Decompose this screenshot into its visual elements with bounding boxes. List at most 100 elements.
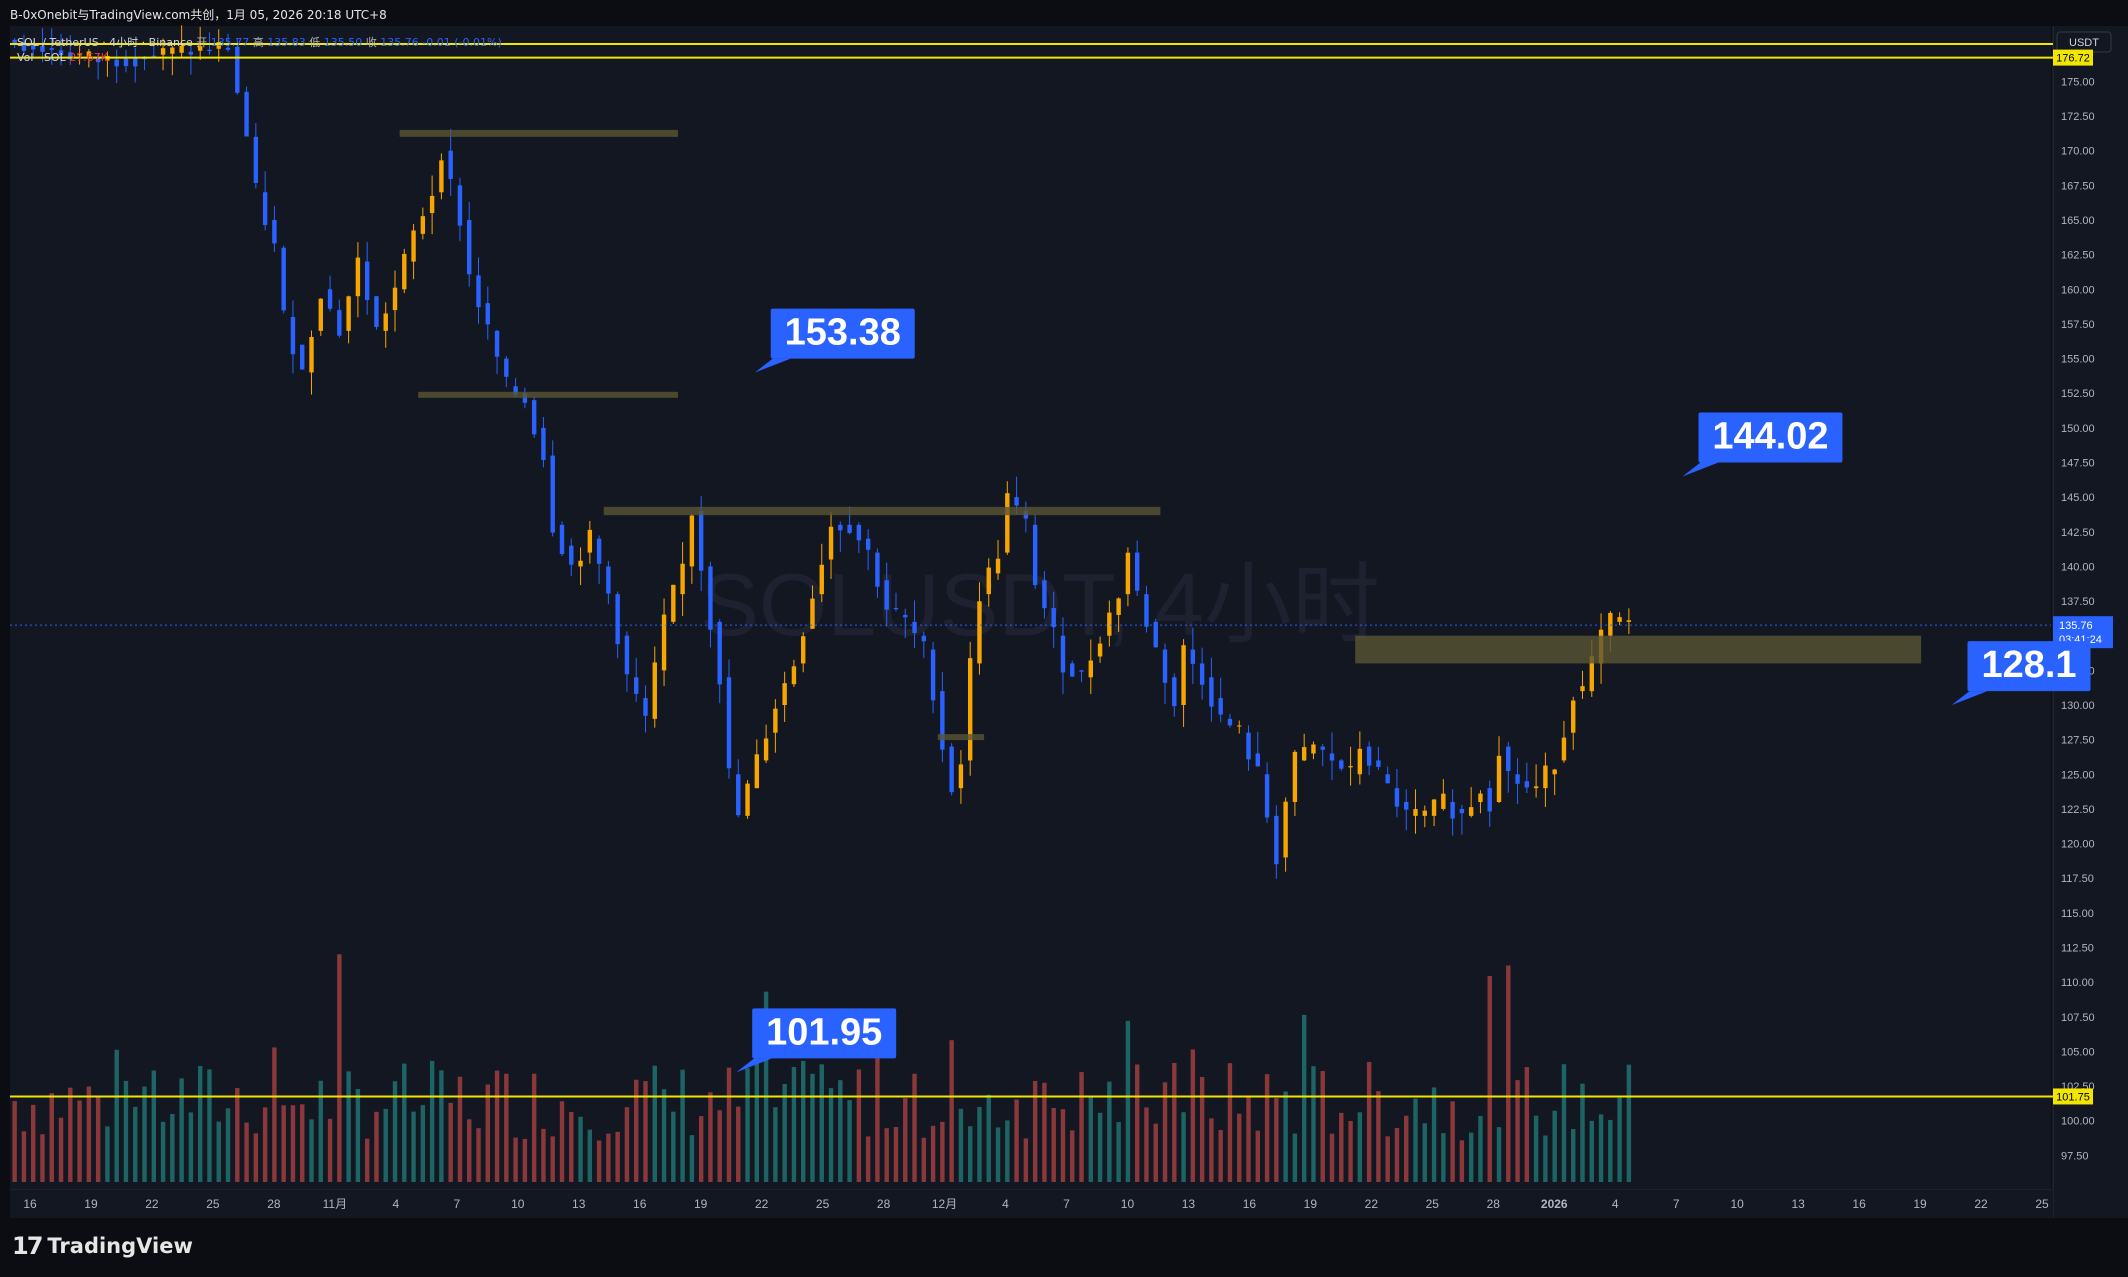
support-resistance-zone [399,129,678,137]
candle-body [726,677,732,769]
candle-body [476,275,481,308]
candle-body [30,44,36,50]
volume-bar [1450,1101,1455,1182]
candle-body [643,698,648,716]
volume-bar [1088,1097,1094,1182]
candle-body [1543,765,1548,789]
time-tick-label: 19 [84,1197,98,1211]
price-tick-label: 172.50 [2061,111,2095,123]
price-chart[interactable]: SOLUSDT, 4小时177.50175.00172.50170.00167.… [0,0,2128,1218]
volume-bar [541,1128,546,1182]
price-tick-label: 150.00 [2061,423,2095,435]
candle-body [262,192,268,226]
volume-bar [160,1121,166,1182]
candle-body [49,48,54,50]
candle-body [123,58,129,67]
volume-bar [958,1108,964,1182]
candle-body [1311,744,1316,754]
symbol-name[interactable]: SOL / TetherUS · 4小时 · Binance [17,36,193,49]
callout-box [1967,641,2091,692]
change-value: -0.01 (-0.01%) [422,36,502,49]
candle-body [791,666,797,685]
candle-body [624,635,630,675]
candle-body [717,621,722,685]
candle-body [606,566,611,594]
candle-body [652,662,657,719]
candle-body [865,538,871,550]
candle-body [95,58,101,63]
tradingview-logo[interactable]: 17 TradingView [12,1232,193,1260]
volume-bar [21,1131,27,1182]
volume-bar [717,1110,722,1182]
volume-bar [1051,1108,1056,1182]
price-tick-label: 130.00 [2061,700,2095,712]
candle-body [819,564,824,595]
callout-box [752,1008,897,1059]
candle-body [1125,552,1131,595]
volume-bar [1116,1122,1121,1182]
candle-body [1301,747,1307,761]
candle-body [531,400,537,435]
volume-bar [1506,965,1511,1182]
candle-body [940,691,945,750]
volume-bar [828,1088,834,1182]
volume-bar [1487,976,1492,1182]
time-tick-label: 22 [1365,1197,1379,1211]
price-tick-label: 112.50 [2061,943,2094,955]
volume-bar [698,1116,704,1182]
candle-body [1626,620,1632,622]
low-label: 低 [309,36,321,49]
candle-body [912,621,917,634]
volume-bar [1431,1087,1437,1182]
volume-bar [791,1066,797,1182]
candle-body [754,754,760,789]
candle-body [1190,649,1196,664]
volume-bar [550,1136,555,1182]
candle-body [355,257,361,297]
candle-body [429,195,435,214]
volume-bar [819,1064,824,1182]
volume-bar [903,1098,908,1182]
candle-body [327,289,333,309]
price-tick-label: 152.50 [2061,388,2095,400]
price-tick-label: 127.50 [2061,735,2095,747]
candle-body [921,635,927,642]
volume-bar [884,1128,889,1182]
low-value: 135.50 [323,36,363,49]
candle-body [736,774,741,816]
candle-body [392,287,398,311]
candle-body [1088,660,1094,678]
price-tick-label: 160.00 [2061,284,2095,296]
volume-label[interactable]: Vol · SOL [17,51,66,64]
volume-bar [856,1069,862,1182]
candle-body [986,567,991,595]
candle-body [1199,663,1205,685]
candle-body [578,560,583,567]
volume-bar [272,1047,277,1182]
candle-body [1394,788,1400,807]
volume-bar [207,1069,212,1182]
volume-bar [1292,1133,1298,1182]
volume-bar [643,1081,648,1182]
volume-bar [838,1080,843,1182]
candle-body [615,594,620,645]
volume-bar [58,1117,64,1182]
volume-bar [1190,1049,1196,1182]
candle-body [884,580,889,610]
candle-body [782,683,787,705]
candle-body [318,298,323,331]
candle-body [1450,802,1455,819]
candle-body [216,42,221,49]
candle-body [856,524,862,541]
volume-bar [1283,1091,1288,1182]
candle-body [1561,737,1567,761]
volume-value: 27.67K [69,51,108,64]
candle-body [225,47,231,50]
price-tick-label: 97.50 [2061,1150,2089,1162]
time-tick-label: 16 [23,1197,37,1211]
candle-body [977,601,982,664]
volume-bar [578,1116,583,1182]
price-tick-label: 117.50 [2061,873,2094,885]
callout-label: 101.95 [766,1011,882,1053]
candle-body [1227,718,1233,726]
